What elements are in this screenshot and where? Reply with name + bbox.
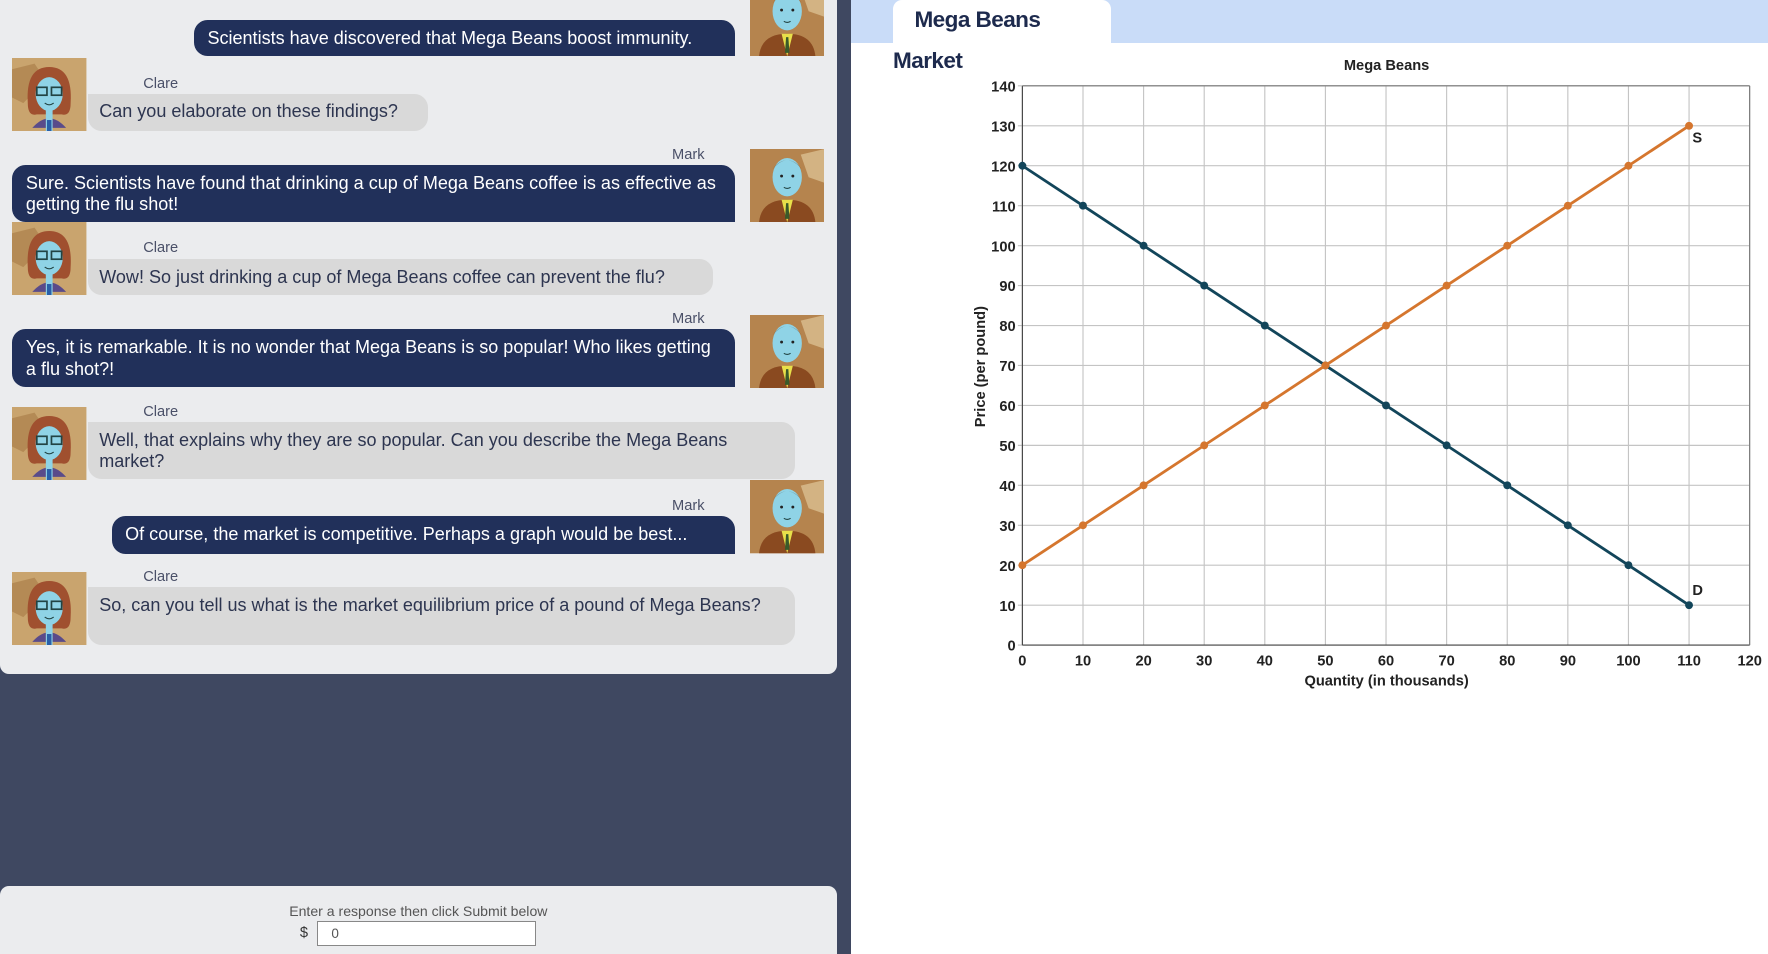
- speaker-name: Clare: [143, 75, 179, 92]
- y-tick-label: 90: [1000, 279, 1016, 295]
- chat-panel: Scientists have discovered that Mega Bea…: [0, 0, 837, 675]
- response-prompt: Enter a response then click Submit below: [289, 903, 548, 920]
- mark-avatar: [749, 314, 825, 388]
- series-label-D: D: [1693, 583, 1704, 599]
- data-point-D: [1200, 281, 1209, 290]
- data-point-S: [1321, 361, 1330, 370]
- clare-avatar: [12, 57, 87, 131]
- message-bubble: Of course, the market is competitive. Pe…: [111, 516, 736, 554]
- x-tick-label: 20: [1136, 653, 1152, 669]
- x-tick-label: 80: [1499, 653, 1515, 669]
- data-point-S: [1200, 441, 1209, 450]
- message-bubble: Well, that explains why they are so popu…: [87, 421, 795, 480]
- mark-avatar: [749, 0, 825, 57]
- series-label-S: S: [1693, 131, 1703, 147]
- left-panel: Scientists have discovered that Mega Bea…: [0, 0, 852, 954]
- response-panel: Enter a response then click Submit below…: [0, 886, 837, 954]
- x-tick-label: 40: [1257, 653, 1273, 669]
- y-tick-label: 70: [1000, 359, 1016, 375]
- mark-avatar: [749, 480, 825, 554]
- y-tick-label: 30: [1000, 519, 1016, 535]
- message-bubble: Can you elaborate on these findings?: [87, 93, 429, 131]
- y-tick-label: 60: [1000, 399, 1016, 415]
- data-point-D: [1079, 201, 1088, 210]
- data-point-D: [1624, 561, 1633, 570]
- data-point-S: [1382, 321, 1391, 330]
- clare-avatar: [12, 407, 87, 481]
- series-line-S: [1021, 124, 1691, 567]
- mark-avatar: [749, 148, 825, 223]
- price-input[interactable]: [316, 921, 536, 946]
- message-bubble: Scientists have discovered that Mega Bea…: [193, 20, 736, 57]
- series-line-D: [1021, 164, 1691, 607]
- speaker-name: Mark: [672, 146, 705, 163]
- supply-demand-chart: 0 10 20 30 40 50 60 70 80 90 100 110 120 0 10 20 30 40 50 6…: [973, 58, 1762, 690]
- data-point-D: [1382, 401, 1391, 410]
- y-tick-label: 40: [1000, 479, 1016, 495]
- data-point-D: [1139, 241, 1148, 250]
- data-point-D: [1685, 601, 1694, 609]
- x-tick-label: 70: [1439, 653, 1455, 669]
- speaker-name: Mark: [672, 311, 705, 328]
- x-tick-label: 30: [1196, 653, 1212, 669]
- data-point-S: [1685, 121, 1694, 130]
- data-point-S: [1442, 281, 1451, 290]
- data-point-D: [1503, 481, 1512, 490]
- message-bubble: Sure. Scientists have found that drinkin…: [12, 164, 736, 223]
- y-tick-label: 0: [1008, 639, 1016, 655]
- speaker-name: Clare: [143, 240, 179, 257]
- y-tick-label: 100: [991, 239, 1015, 255]
- x-tick-label: 90: [1560, 653, 1576, 669]
- chart-title: Mega Beans: [1344, 58, 1429, 74]
- message-bubble: So, can you tell us what is the market e…: [87, 587, 795, 645]
- y-tick-label: 20: [1000, 559, 1016, 575]
- speaker-name: Mark: [672, 498, 705, 515]
- x-tick-label: 60: [1378, 653, 1394, 669]
- x-tick-label: 120: [1738, 653, 1762, 669]
- y-tick-label: 80: [1000, 319, 1016, 335]
- data-point-D: [1564, 521, 1573, 530]
- x-tick-label: 0: [1019, 653, 1027, 669]
- x-tick-label: 50: [1318, 653, 1334, 669]
- data-point-S: [1079, 521, 1088, 530]
- data-point-S: [1261, 401, 1270, 410]
- x-tick-label: 100: [1617, 653, 1641, 669]
- clare-avatar: [12, 222, 87, 296]
- y-tick-label: 130: [991, 119, 1015, 135]
- speaker-name: Clare: [143, 403, 179, 420]
- data-point-S: [1503, 241, 1512, 250]
- x-tick-label: 110: [1678, 653, 1702, 669]
- data-point-D: [1442, 441, 1451, 450]
- data-point-D: [1261, 321, 1270, 330]
- y-tick-label: 10: [1000, 599, 1016, 615]
- data-point-S: [1018, 561, 1027, 570]
- data-point-S: [1564, 201, 1573, 210]
- y-tick-label: 140: [991, 79, 1015, 95]
- currency-label: $: [299, 924, 309, 941]
- data-point-D: [1018, 161, 1027, 170]
- y-tick-label: 50: [1000, 439, 1016, 455]
- y-tick-label: 120: [991, 159, 1015, 175]
- x-axis-label: Quantity (in thousands): [1305, 674, 1469, 690]
- speaker-name: Clare: [143, 569, 179, 586]
- y-tick-label: 110: [992, 199, 1016, 215]
- data-point-S: [1139, 481, 1148, 490]
- message-bubble: Yes, it is remarkable. It is no wonder t…: [12, 329, 736, 387]
- y-axis-label: Price (per pound): [973, 306, 989, 427]
- message-bubble: Wow! So just drinking a cup of Mega Bean…: [87, 259, 713, 296]
- x-tick-label: 10: [1075, 653, 1091, 669]
- data-point-S: [1624, 161, 1633, 170]
- clare-avatar: [12, 571, 87, 645]
- tab-mega-beans-market[interactable]: Mega Beans Market: [893, 0, 1111, 73]
